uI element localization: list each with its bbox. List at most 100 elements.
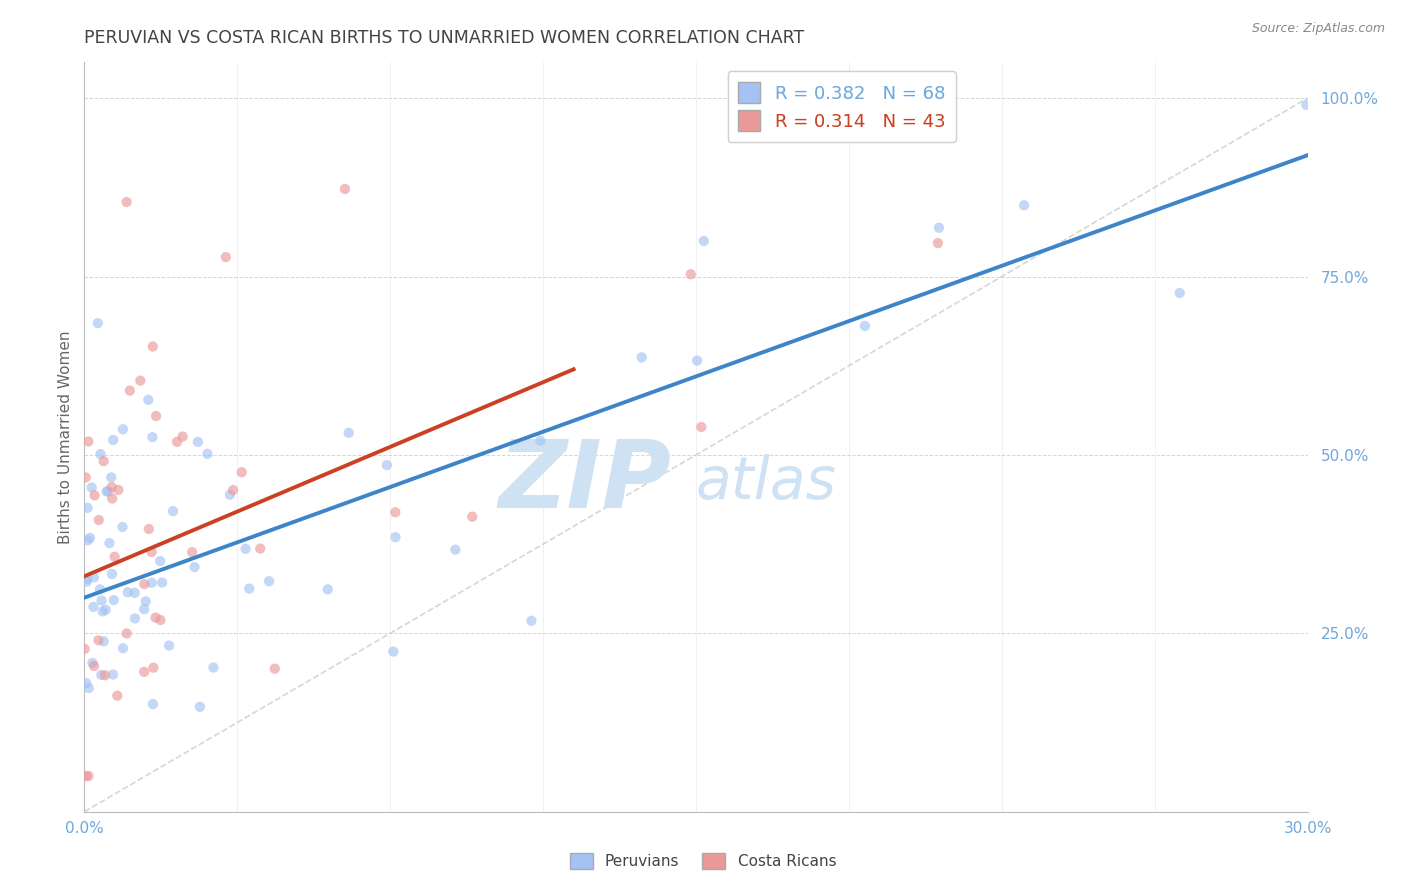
Point — [149, 613, 172, 627]
Point — [94, 668, 117, 682]
Point — [337, 425, 360, 440]
Point — [83, 659, 105, 673]
Point — [82, 656, 104, 670]
Point — [90, 593, 112, 607]
Point — [97, 484, 120, 499]
Point — [1295, 98, 1317, 112]
Point — [134, 577, 156, 591]
Point — [98, 536, 121, 550]
Point — [181, 545, 204, 559]
Point — [117, 585, 139, 599]
Point — [928, 220, 950, 235]
Point — [142, 339, 165, 353]
Point — [630, 351, 652, 365]
Point — [111, 422, 134, 436]
Point — [461, 509, 484, 524]
Point — [75, 470, 97, 484]
Point — [219, 488, 242, 502]
Point — [166, 434, 188, 449]
Point — [520, 614, 543, 628]
Point — [142, 661, 165, 675]
Point — [77, 681, 100, 695]
Legend: Peruvians, Costa Ricans: Peruvians, Costa Ricans — [564, 847, 842, 875]
Point — [89, 447, 111, 461]
Point — [444, 542, 467, 557]
Point — [100, 470, 122, 484]
Point — [150, 575, 173, 590]
Point — [384, 530, 406, 544]
Point — [142, 697, 165, 711]
Point — [134, 602, 156, 616]
Point — [118, 384, 141, 398]
Point — [101, 491, 124, 506]
Point — [183, 560, 205, 574]
Point — [853, 318, 876, 333]
Point — [263, 662, 285, 676]
Point — [197, 447, 219, 461]
Point — [375, 458, 398, 472]
Point — [103, 593, 125, 607]
Point — [80, 481, 103, 495]
Point — [1168, 285, 1191, 300]
Point — [105, 689, 128, 703]
Point — [157, 639, 180, 653]
Point — [124, 586, 146, 600]
Point — [76, 572, 98, 586]
Point — [145, 409, 167, 423]
Point — [101, 667, 124, 681]
Text: Source: ZipAtlas.com: Source: ZipAtlas.com — [1251, 22, 1385, 36]
Point — [145, 610, 167, 624]
Point — [83, 570, 105, 584]
Text: ZIP: ZIP — [499, 436, 672, 528]
Point — [927, 236, 949, 251]
Point — [115, 626, 138, 640]
Point — [384, 505, 406, 519]
Point — [89, 582, 111, 597]
Point — [96, 484, 118, 499]
Point — [257, 574, 280, 589]
Point — [82, 599, 104, 614]
Point — [79, 531, 101, 545]
Point — [529, 434, 551, 448]
Point — [382, 644, 405, 658]
Point — [115, 194, 138, 209]
Point — [215, 250, 238, 264]
Point — [73, 641, 96, 656]
Point — [83, 488, 105, 502]
Point — [172, 429, 194, 443]
Point — [129, 374, 152, 388]
Point — [679, 267, 702, 281]
Point — [249, 541, 271, 556]
Point — [141, 575, 163, 590]
Point — [333, 182, 356, 196]
Point — [222, 483, 245, 497]
Text: PERUVIAN VS COSTA RICAN BIRTHS TO UNMARRIED WOMEN CORRELATION CHART: PERUVIAN VS COSTA RICAN BIRTHS TO UNMARR… — [84, 29, 804, 47]
Point — [238, 582, 260, 596]
Point — [134, 665, 156, 679]
Point — [77, 769, 100, 783]
Point — [141, 545, 163, 559]
Point — [187, 434, 209, 449]
Point — [138, 522, 160, 536]
Point — [231, 465, 253, 479]
Point — [162, 504, 184, 518]
Point — [76, 500, 98, 515]
Point — [87, 513, 110, 527]
Point — [686, 353, 709, 368]
Point — [112, 641, 135, 656]
Point — [136, 392, 159, 407]
Point — [235, 541, 257, 556]
Point — [104, 549, 127, 564]
Text: atlas: atlas — [696, 453, 837, 510]
Point — [91, 604, 114, 618]
Point — [94, 603, 117, 617]
Point — [90, 668, 112, 682]
Point — [75, 769, 97, 783]
Point — [1012, 198, 1035, 212]
Point — [101, 566, 124, 581]
Point — [76, 574, 98, 589]
Point — [93, 634, 115, 648]
Point — [202, 660, 225, 674]
Point — [76, 533, 98, 548]
Point — [100, 480, 122, 494]
